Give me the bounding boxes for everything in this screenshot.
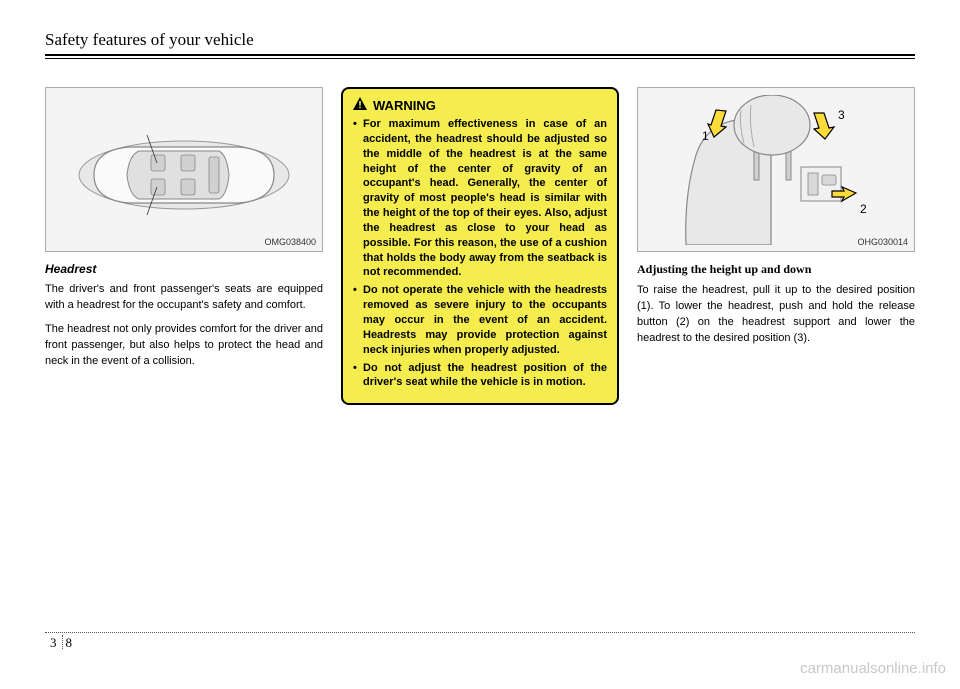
watermark: carmanualsonline.info bbox=[800, 660, 946, 677]
figure-headrest-adjust: 1 3 2 OHG030014 bbox=[637, 87, 915, 252]
page-number-value: 8 bbox=[66, 635, 75, 650]
warning-list: For maximum effectiveness in case of an … bbox=[353, 117, 607, 390]
warning-box: WARNING For maximum effectiveness in cas… bbox=[341, 87, 619, 405]
figure-2-label: OHG030014 bbox=[857, 237, 908, 247]
column-3: 1 3 2 OHG030014 Adjusting the height up … bbox=[637, 87, 915, 405]
column-2: WARNING For maximum effectiveness in cas… bbox=[341, 87, 619, 405]
headrest-p1: The driver's and front passenger's seats… bbox=[45, 282, 323, 314]
page-number: 38 bbox=[50, 635, 74, 651]
column-1: OMG038400 Headrest The driver's and fron… bbox=[45, 87, 323, 405]
svg-text:2: 2 bbox=[860, 202, 867, 216]
headrest-p2: The headrest not only provides comfort f… bbox=[45, 322, 323, 370]
warning-item-3: Do not adjust the headrest position of t… bbox=[353, 361, 607, 391]
svg-text:3: 3 bbox=[838, 108, 845, 122]
headrest-adjust-icon: 1 3 2 bbox=[656, 95, 896, 245]
page-footer: 38 bbox=[45, 632, 915, 633]
warning-item-1: For maximum effectiveness in case of an … bbox=[353, 117, 607, 280]
section-number: 3 bbox=[50, 635, 59, 650]
svg-text:1: 1 bbox=[702, 129, 709, 143]
figure-1-label: OMG038400 bbox=[264, 237, 316, 247]
page-header: Safety features of your vehicle bbox=[45, 30, 915, 59]
header-rule-thin bbox=[45, 58, 915, 59]
footer-dotted-line bbox=[45, 632, 915, 633]
section-title: Safety features of your vehicle bbox=[45, 30, 915, 54]
figure-car-top-view: OMG038400 bbox=[45, 87, 323, 252]
warning-title-row: WARNING bbox=[353, 97, 607, 113]
adjust-subheading: Adjusting the height up and down bbox=[637, 262, 915, 277]
car-top-view-icon bbox=[69, 115, 299, 225]
content-columns: OMG038400 Headrest The driver's and fron… bbox=[45, 87, 915, 405]
warning-item-2: Do not operate the vehicle with the head… bbox=[353, 283, 607, 357]
adjust-p1: To raise the headrest, pull it up to the… bbox=[637, 283, 915, 347]
warning-title-text: WARNING bbox=[373, 98, 436, 113]
header-rule-thick bbox=[45, 54, 915, 56]
manual-page: Safety features of your vehicle bbox=[0, 0, 960, 689]
headrest-subheading: Headrest bbox=[45, 262, 323, 276]
warning-triangle-icon bbox=[353, 97, 367, 113]
